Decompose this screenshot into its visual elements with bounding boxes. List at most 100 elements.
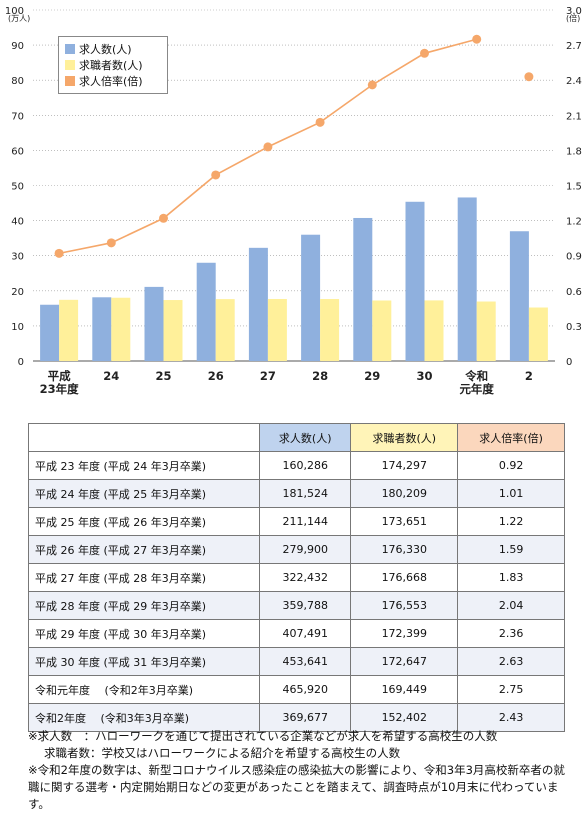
table-cell-seekers: 176,668 xyxy=(350,563,459,592)
y-left-tick-label: 0 xyxy=(18,357,24,368)
table-cell-seekers: 152,402 xyxy=(350,703,459,732)
y-right-tick-label: 1.5 xyxy=(566,182,582,193)
y-right-tick-label: 0.6 xyxy=(566,287,582,298)
table-cell-year: 平成 29 年度 (平成 30 年3月卒業) xyxy=(28,619,260,648)
table-cell-jobs: 465,920 xyxy=(258,675,352,704)
table-cell-seekers: 172,647 xyxy=(350,647,459,676)
ratio-point xyxy=(367,80,377,90)
ratio-point xyxy=(211,170,221,180)
bar-jobs xyxy=(509,231,529,361)
note-jobs-definition: ※求人数 ：ハローワークを通じて提出されている企業などが求人を希望する高校生の人… xyxy=(28,729,498,743)
bar-jobs xyxy=(248,247,268,361)
y-right-tick-label: 0.9 xyxy=(566,252,582,263)
table-cell-year: 令和元年度 (令和2年3月卒業) xyxy=(28,675,260,704)
table-cell-jobs: 322,432 xyxy=(258,563,352,592)
bar-seekers xyxy=(424,300,444,361)
chart-area: 0 10 20 30 40 50 60 70 80 90 100 (万人) 0 0.3 0.6 0.9 1.2 1… xyxy=(0,0,587,410)
x-tick-label: 24 xyxy=(103,369,119,383)
y-left-tick-label: 50 xyxy=(11,182,24,193)
table-cell-seekers: 176,553 xyxy=(350,591,459,620)
ratio-point xyxy=(315,117,325,127)
x-tick-label: 28 xyxy=(312,369,328,383)
legend-label-ratio: 求人倍率(倍) xyxy=(79,75,143,88)
bar-jobs xyxy=(353,217,373,361)
table-header-blank xyxy=(28,423,260,452)
legend-item-ratio: 求人倍率(倍) xyxy=(65,73,161,89)
y-right-tick-label: 0 xyxy=(566,357,572,368)
x-tick-label: 2 xyxy=(525,369,533,383)
table-cell-seekers: 176,330 xyxy=(350,535,459,564)
bar-jobs xyxy=(92,297,112,361)
ratio-point xyxy=(54,248,64,258)
table-row: 平成 30 年度 (平成 31 年3月卒業) 453,641 172,647 2.63 xyxy=(28,647,565,676)
bar-seekers xyxy=(59,299,79,361)
legend-swatch-jobs xyxy=(65,44,75,54)
table-cell-jobs: 407,491 xyxy=(258,619,352,648)
x-tick-label: 27 xyxy=(260,369,276,383)
y-left-tick-label: 40 xyxy=(11,217,24,228)
y-left-tick-label: 90 xyxy=(11,41,24,52)
table-cell-year: 平成 23 年度 (平成 24 年3月卒業) xyxy=(28,451,260,480)
x-tick-label: 29 xyxy=(364,369,380,383)
table-cell-seekers: 174,297 xyxy=(350,451,459,480)
ratio-point xyxy=(420,48,429,58)
table-cell-jobs: 181,524 xyxy=(258,479,352,508)
table-cell-year: 平成 26 年度 (平成 27 年3月卒業) xyxy=(28,535,260,564)
table-header-jobs: 求人数(人) xyxy=(258,423,352,452)
ratio-point xyxy=(106,238,116,248)
y-left-tick-label: 60 xyxy=(11,146,24,157)
table-cell-year: 平成 25 年度 (平成 26 年3月卒業) xyxy=(28,507,260,536)
bar-seekers xyxy=(528,307,548,361)
x-tick-label: 23年度 xyxy=(40,382,80,396)
table-cell-jobs: 160,286 xyxy=(258,451,352,480)
table-cell-seekers: 180,209 xyxy=(350,479,459,508)
y-right-tick-label: 2.7 xyxy=(566,41,582,52)
table-cell-ratio: 2.36 xyxy=(457,619,565,648)
y-left-tick-label: 100 xyxy=(5,6,24,17)
legend-label-seekers: 求職者数(人) xyxy=(79,59,143,72)
y-left-tick-label: 10 xyxy=(11,322,24,333)
table-cell-ratio: 1.01 xyxy=(457,479,565,508)
table-cell-ratio: 0.92 xyxy=(457,451,565,480)
y-left-tick-label: 80 xyxy=(11,76,24,87)
x-tick-label: 26 xyxy=(208,369,224,383)
y-right-tick-label: 2.4 xyxy=(566,76,582,87)
x-tick-label: 30 xyxy=(416,369,432,383)
bar-seekers xyxy=(215,299,235,361)
x-tick-label: 平成 xyxy=(48,369,71,383)
table-row: 平成 27 年度 (平成 28 年3月卒業) 322,432 176,668 1.83 xyxy=(28,563,565,592)
table-row: 平成 29 年度 (平成 30 年3月卒業) 407,491 172,399 2.36 xyxy=(28,619,565,648)
y-right-axis-label: (倍) xyxy=(566,13,580,23)
bar-seekers xyxy=(163,300,183,361)
bar-jobs xyxy=(457,197,477,361)
bar-jobs xyxy=(144,286,164,361)
y-right-tick-label: 0.3 xyxy=(566,322,582,333)
bar-seekers xyxy=(267,298,287,361)
x-tick-label: 元年度 xyxy=(459,382,494,396)
legend-label-jobs: 求人数(人) xyxy=(79,43,132,56)
ratio-point xyxy=(159,213,168,223)
table-cell-year: 平成 30 年度 (平成 31 年3月卒業) xyxy=(28,647,260,676)
y-left-tick-label: 30 xyxy=(11,252,24,263)
table-cell-year: 令和2年度 (令和3年3月卒業) xyxy=(28,703,260,732)
x-tick-label: 令和 xyxy=(464,369,488,383)
table-cell-year: 平成 27 年度 (平成 28 年3月卒業) xyxy=(28,563,260,592)
table-cell-ratio: 2.75 xyxy=(457,675,565,704)
table-cell-ratio: 1.83 xyxy=(457,563,565,592)
data-table: 求人数(人) 求職者数(人) 求人倍率(倍) 平成 23 年度 (平成 24 年… xyxy=(28,423,565,732)
table-body: 平成 23 年度 (平成 24 年3月卒業) 160,286 174,297 0.92… xyxy=(28,451,565,732)
table-header-row: 求人数(人) 求職者数(人) 求人倍率(倍) xyxy=(28,423,565,452)
note-seekers-definition: 求職者数：学校又はハローワークによる紹介を希望する高校生の人数 xyxy=(44,746,401,760)
table-cell-jobs: 211,144 xyxy=(258,507,352,536)
legend-item-seekers: 求職者数(人) xyxy=(65,57,161,73)
y-left-axis-label: (万人) xyxy=(8,14,30,23)
ratio-point xyxy=(472,34,482,44)
table-header-seekers: 求職者数(人) xyxy=(350,423,459,452)
y-right-tick-label: 1.8 xyxy=(566,146,582,157)
table-cell-seekers: 173,651 xyxy=(350,507,459,536)
table-cell-year: 平成 28 年度 (平成 29 年3月卒業) xyxy=(28,591,260,620)
note-reiwa2: ※令和2年度の数字は、新型コロナウイルス感染症の感染拡大の影響により、令和3年3… xyxy=(28,763,565,811)
table-cell-ratio: 2.63 xyxy=(457,647,565,676)
table-row: 平成 26 年度 (平成 27 年3月卒業) 279,900 176,330 1.59 xyxy=(28,535,565,564)
legend-swatch-seekers xyxy=(65,60,75,70)
